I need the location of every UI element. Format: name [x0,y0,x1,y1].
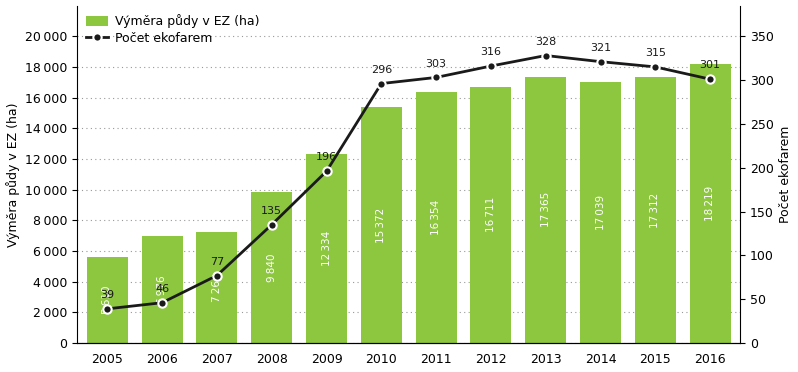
Bar [580,82,621,343]
Bar [689,64,731,343]
Y-axis label: Počet ekofarem: Počet ekofarem [780,126,792,223]
Bar [141,236,183,343]
Text: 17 039: 17 039 [595,195,606,230]
Text: 7 263: 7 263 [212,273,222,302]
Y-axis label: Výměra půdy v EZ (ha): Výměra půdy v EZ (ha) [6,102,19,247]
Bar [87,257,128,343]
Bar [525,77,567,343]
Text: 321: 321 [590,43,611,53]
Text: 15 372: 15 372 [377,208,386,243]
Text: 17 365: 17 365 [541,192,551,227]
Bar [306,154,347,343]
Text: 301: 301 [700,60,721,70]
Text: 135: 135 [261,206,282,216]
Text: 6 976: 6 976 [157,275,167,304]
Bar [361,107,402,343]
Text: 9 840: 9 840 [267,253,277,282]
Bar [251,192,292,343]
Text: 18 219: 18 219 [705,186,715,221]
Text: 17 312: 17 312 [650,193,661,228]
Text: 16 354: 16 354 [431,200,441,235]
Bar [416,92,456,343]
Bar [470,87,512,343]
Text: 5 610: 5 610 [102,286,113,314]
Text: 296: 296 [371,65,392,75]
Text: 196: 196 [316,153,337,163]
Text: 315: 315 [645,48,666,58]
Bar [634,77,676,343]
Text: 16 711: 16 711 [486,197,496,232]
Text: 46: 46 [155,284,169,294]
Text: 303: 303 [425,59,447,69]
Bar [196,232,238,343]
Text: 316: 316 [480,47,501,57]
Text: 77: 77 [210,257,224,267]
Text: 328: 328 [535,37,556,47]
Legend: Výměra půdy v EZ (ha), Počet ekofarem: Výměra půdy v EZ (ha), Počet ekofarem [84,12,262,48]
Text: 39: 39 [101,290,114,300]
Text: 12 334: 12 334 [322,231,331,266]
